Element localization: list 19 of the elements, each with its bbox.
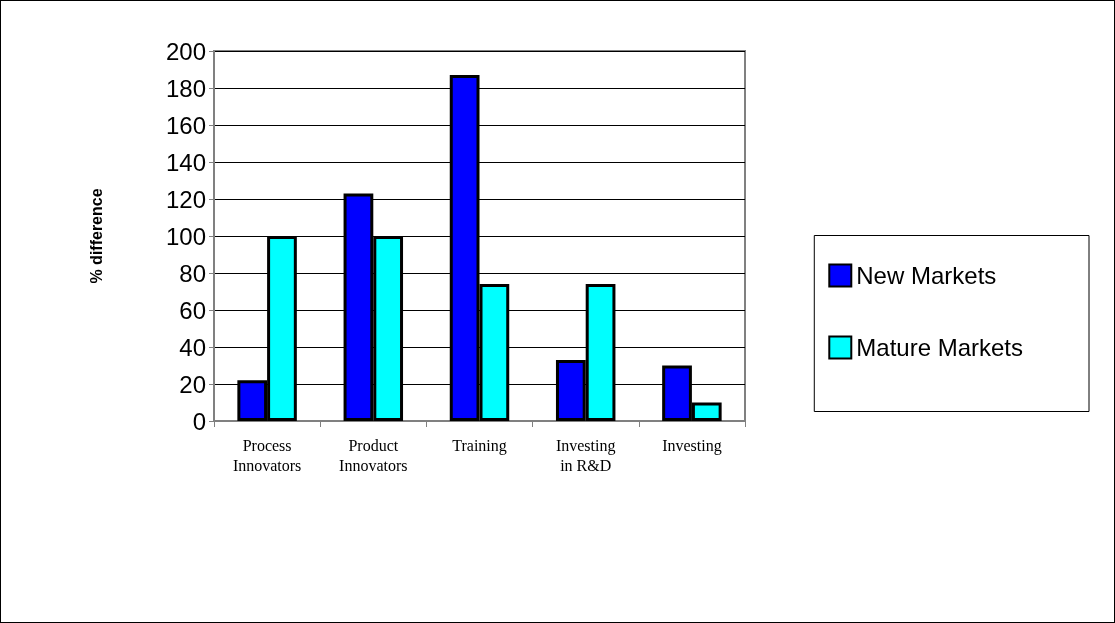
y-axis-title: % difference	[87, 188, 105, 284]
y-tick-label: 200	[165, 37, 206, 65]
x-tick-label: Product Innovators	[339, 436, 408, 474]
y-tick-label: 140	[165, 148, 206, 176]
x-tick-label: Investing in R&D	[555, 436, 616, 474]
x-tick-label: Investing	[662, 436, 722, 455]
y-tick-label: 120	[165, 185, 206, 213]
x-tick-label: Training	[452, 436, 507, 455]
y-tick-label: 40	[179, 333, 206, 361]
x-tick-label: Process Innovators	[232, 436, 302, 474]
y-tick-label: 60	[179, 296, 206, 324]
y-tick-label: 100	[165, 222, 206, 250]
y-tick-label: 180	[165, 74, 206, 102]
legend-label: Mature Markets	[856, 334, 1024, 361]
y-tick-label: 20	[179, 370, 206, 398]
y-tick-label: 160	[165, 111, 206, 139]
y-tick-label: 0	[192, 407, 206, 435]
y-tick-label: 80	[179, 259, 206, 287]
legend-label: New Markets	[856, 262, 997, 289]
